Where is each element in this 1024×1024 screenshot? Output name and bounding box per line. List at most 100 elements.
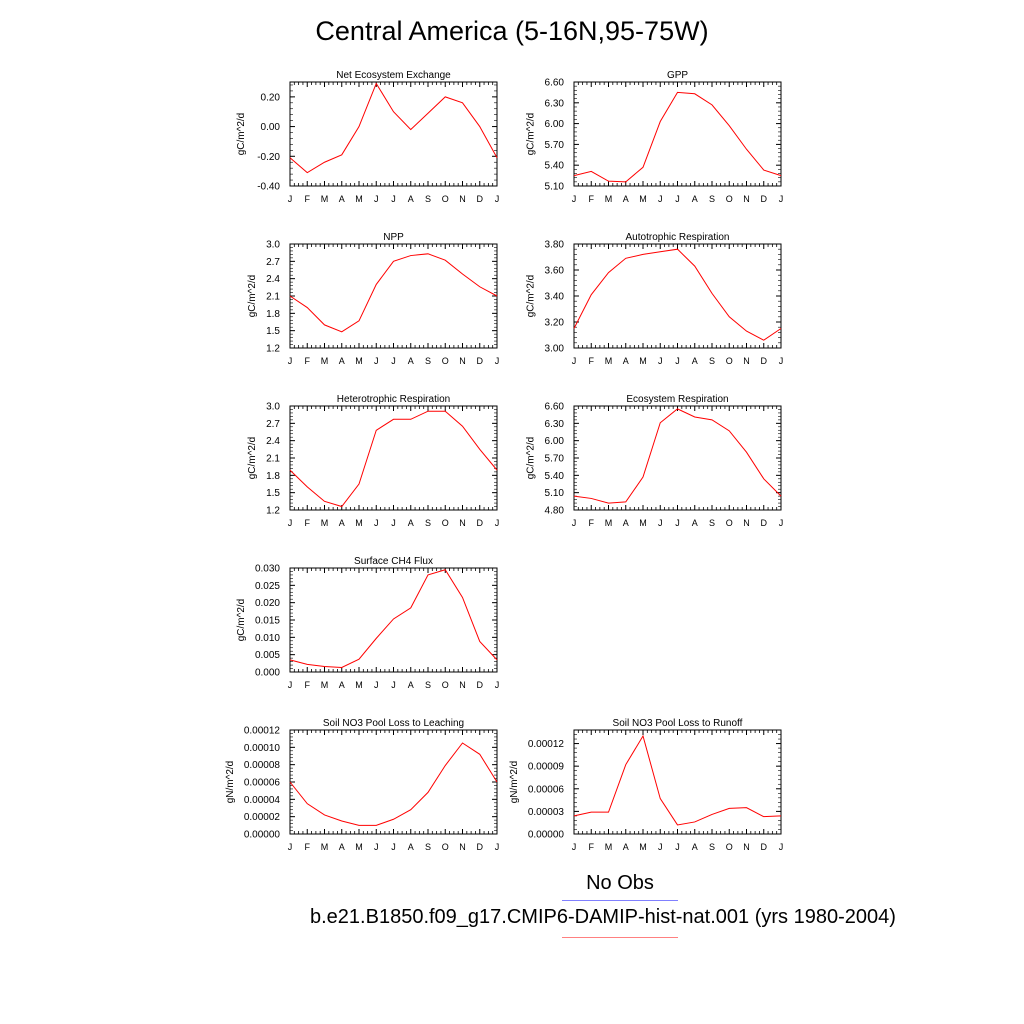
x-tick-label: J [288, 518, 293, 528]
x-tick-label: J [495, 680, 500, 690]
y-tick-label: 6.30 [545, 419, 565, 430]
series-line [573, 408, 782, 504]
y-tick-label: 0.015 [255, 616, 280, 627]
x-tick-label: N [743, 356, 750, 366]
x-tick-label: J [374, 356, 379, 366]
x-tick-label: J [495, 356, 500, 366]
x-tick-label: S [425, 842, 431, 852]
x-tick-label: O [726, 842, 733, 852]
x-tick-label: J [374, 194, 379, 204]
x-tick-label: A [692, 518, 698, 528]
x-tick-label: N [459, 842, 466, 852]
x-tick-label: D [761, 356, 768, 366]
legend-obs-line [562, 900, 678, 901]
x-tick-label: M [321, 842, 329, 852]
y-tick-label: 6.00 [545, 436, 565, 447]
y-tick-label: 0.00009 [528, 762, 565, 773]
x-tick-label: J [779, 518, 784, 528]
x-tick-label: F [589, 518, 595, 528]
y-tick-label: 0.000 [255, 668, 280, 679]
figure-title: Central America (5-16N,95-75W) [315, 16, 709, 46]
y-tick-label: 0.20 [261, 92, 281, 103]
x-tick-label: A [339, 356, 345, 366]
x-tick-label: N [459, 680, 466, 690]
y-tick-label: 2.4 [266, 436, 280, 447]
x-tick-label: A [339, 842, 345, 852]
x-tick-label: D [477, 842, 484, 852]
x-tick-label: A [623, 194, 629, 204]
x-tick-label: A [408, 518, 414, 528]
y-tick-label: 1.2 [266, 506, 280, 517]
series-line [289, 410, 498, 508]
x-tick-label: M [355, 518, 363, 528]
x-tick-label: F [305, 194, 311, 204]
x-tick-label: S [709, 194, 715, 204]
x-tick-label: N [743, 842, 750, 852]
y-tick-label: 6.00 [545, 119, 565, 130]
x-tick-label: J [572, 842, 577, 852]
x-tick-label: A [408, 842, 414, 852]
x-tick-label: J [675, 356, 680, 366]
y-tick-label: 0.00003 [528, 807, 565, 818]
x-tick-label: M [355, 680, 363, 690]
panel-title: GPP [667, 70, 688, 81]
x-tick-label: J [391, 356, 396, 366]
x-tick-label: J [779, 194, 784, 204]
panel-title: Surface CH4 Flux [354, 556, 433, 567]
panel-title: Soil NO3 Pool Loss to Runoff [613, 718, 743, 729]
x-tick-label: F [589, 842, 595, 852]
y-tick-label: 0.00000 [528, 830, 565, 841]
x-tick-label: J [572, 518, 577, 528]
x-tick-label: M [605, 842, 613, 852]
plot-frame [289, 81, 498, 187]
y-tick-label: 0.020 [255, 598, 280, 609]
x-tick-label: M [639, 842, 647, 852]
x-tick-label: O [726, 194, 733, 204]
y-tick-label: 5.70 [545, 140, 565, 151]
x-tick-label: J [572, 194, 577, 204]
series-line [289, 82, 498, 174]
y-tick-label: 3.80 [545, 240, 565, 251]
x-tick-label: N [743, 518, 750, 528]
x-tick-label: S [425, 356, 431, 366]
x-tick-label: M [639, 356, 647, 366]
y-tick-label: 5.40 [545, 471, 565, 482]
x-tick-label: F [589, 194, 595, 204]
y-tick-label: 2.1 [266, 454, 280, 465]
x-tick-label: S [709, 518, 715, 528]
x-tick-label: A [623, 356, 629, 366]
y-tick-label: 6.60 [545, 78, 565, 89]
x-tick-label: F [589, 356, 595, 366]
y-axis-label: gC/m^2/d [236, 599, 247, 642]
y-tick-label: 0.00012 [528, 739, 565, 750]
panel-title: Net Ecosystem Exchange [336, 70, 451, 81]
legend-obs-label: No Obs [586, 872, 654, 894]
x-tick-label: D [761, 194, 768, 204]
x-tick-label: J [658, 356, 663, 366]
x-tick-label: F [305, 680, 311, 690]
x-tick-label: N [459, 518, 466, 528]
x-tick-label: O [442, 680, 449, 690]
x-tick-label: F [305, 518, 311, 528]
y-tick-label: 3.40 [545, 292, 565, 303]
x-tick-label: J [658, 842, 663, 852]
x-tick-label: J [391, 842, 396, 852]
y-tick-label: 1.5 [266, 488, 280, 499]
x-tick-label: J [374, 518, 379, 528]
x-tick-label: J [288, 842, 293, 852]
x-tick-label: O [442, 194, 449, 204]
y-tick-label: 0.00010 [244, 743, 281, 754]
x-tick-label: O [442, 842, 449, 852]
y-tick-label: 0.030 [255, 564, 280, 575]
x-tick-label: J [391, 518, 396, 528]
x-tick-label: J [675, 842, 680, 852]
x-tick-label: A [692, 842, 698, 852]
x-tick-label: A [339, 518, 345, 528]
x-tick-label: J [391, 194, 396, 204]
x-tick-label: M [605, 518, 613, 528]
x-tick-label: D [761, 518, 768, 528]
y-tick-label: 3.0 [266, 240, 280, 251]
